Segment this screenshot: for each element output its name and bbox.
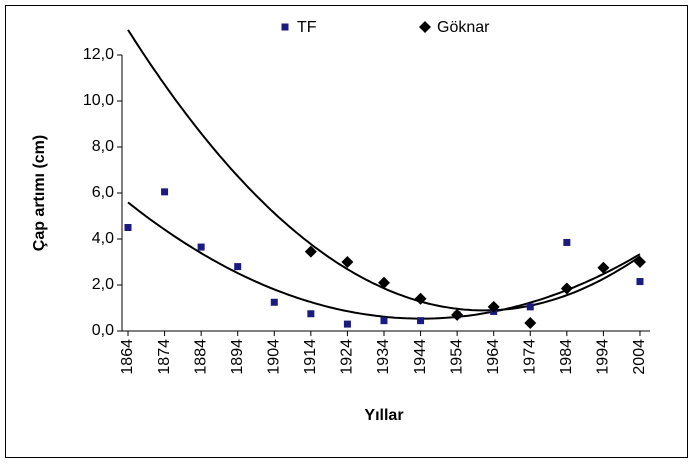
trend-line xyxy=(127,201,641,320)
legend-label: Göknar xyxy=(437,19,490,36)
point xyxy=(563,238,571,246)
x-tick-label: 2004 xyxy=(631,339,648,375)
x-tick-label: 1864 xyxy=(119,339,136,375)
point xyxy=(307,310,315,318)
point xyxy=(414,292,427,305)
x-tick-label: 1884 xyxy=(192,339,209,375)
point xyxy=(526,303,534,311)
x-tick-label: 1984 xyxy=(558,339,575,375)
x-tick-label: 1954 xyxy=(448,339,465,375)
point xyxy=(487,300,500,313)
legend-label: TF xyxy=(297,19,317,36)
legend-marker xyxy=(419,21,431,33)
point xyxy=(161,188,169,196)
x-tick-label: 1944 xyxy=(412,339,429,375)
point xyxy=(341,256,354,268)
point xyxy=(124,224,132,231)
x-tick-label: 1874 xyxy=(156,339,173,375)
x-tick-label: 1904 xyxy=(265,339,282,375)
chart-frame xyxy=(5,5,688,458)
y-axis-label: Çap artımı (cm) xyxy=(31,135,48,251)
point xyxy=(304,245,317,258)
x-tick-label: 1964 xyxy=(485,339,502,375)
y-tick-label: 4,0 xyxy=(92,230,114,247)
y-tick-label: 12,0 xyxy=(83,46,114,63)
x-tick-label: 1914 xyxy=(302,339,319,375)
legend-marker xyxy=(281,23,289,31)
point xyxy=(380,317,388,325)
point xyxy=(377,276,390,289)
point xyxy=(597,261,610,274)
x-axis-label: Yıllar xyxy=(364,407,403,424)
point xyxy=(560,282,573,295)
point xyxy=(343,320,351,328)
point xyxy=(234,263,242,271)
x-tick-label: 1934 xyxy=(375,339,392,375)
point xyxy=(197,243,205,251)
x-tick-label: 1924 xyxy=(339,339,356,375)
point xyxy=(524,316,537,329)
x-tick-label: 1894 xyxy=(229,339,246,375)
y-tick-label: 0,0 xyxy=(92,322,114,339)
point xyxy=(417,317,425,325)
x-tick-label: 1994 xyxy=(595,339,612,375)
point xyxy=(633,256,646,268)
y-tick-label: 6,0 xyxy=(92,184,114,201)
point xyxy=(451,308,464,321)
y-tick-label: 8,0 xyxy=(92,138,114,155)
y-tick-label: 2,0 xyxy=(92,276,114,293)
y-tick-label: 10,0 xyxy=(83,92,114,109)
point xyxy=(270,298,278,306)
x-tick-label: 1974 xyxy=(521,339,538,375)
point xyxy=(636,278,644,286)
